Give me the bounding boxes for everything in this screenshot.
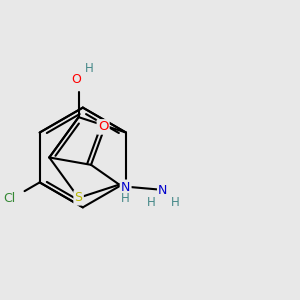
Text: O: O: [98, 120, 108, 134]
Text: N: N: [158, 184, 168, 197]
Text: S: S: [75, 191, 83, 204]
Text: Cl: Cl: [3, 192, 15, 205]
Text: H: H: [147, 196, 156, 208]
Text: N: N: [121, 181, 130, 194]
Text: H: H: [171, 196, 180, 208]
Text: O: O: [71, 73, 81, 86]
Text: H: H: [121, 192, 130, 205]
Text: H: H: [85, 62, 94, 75]
